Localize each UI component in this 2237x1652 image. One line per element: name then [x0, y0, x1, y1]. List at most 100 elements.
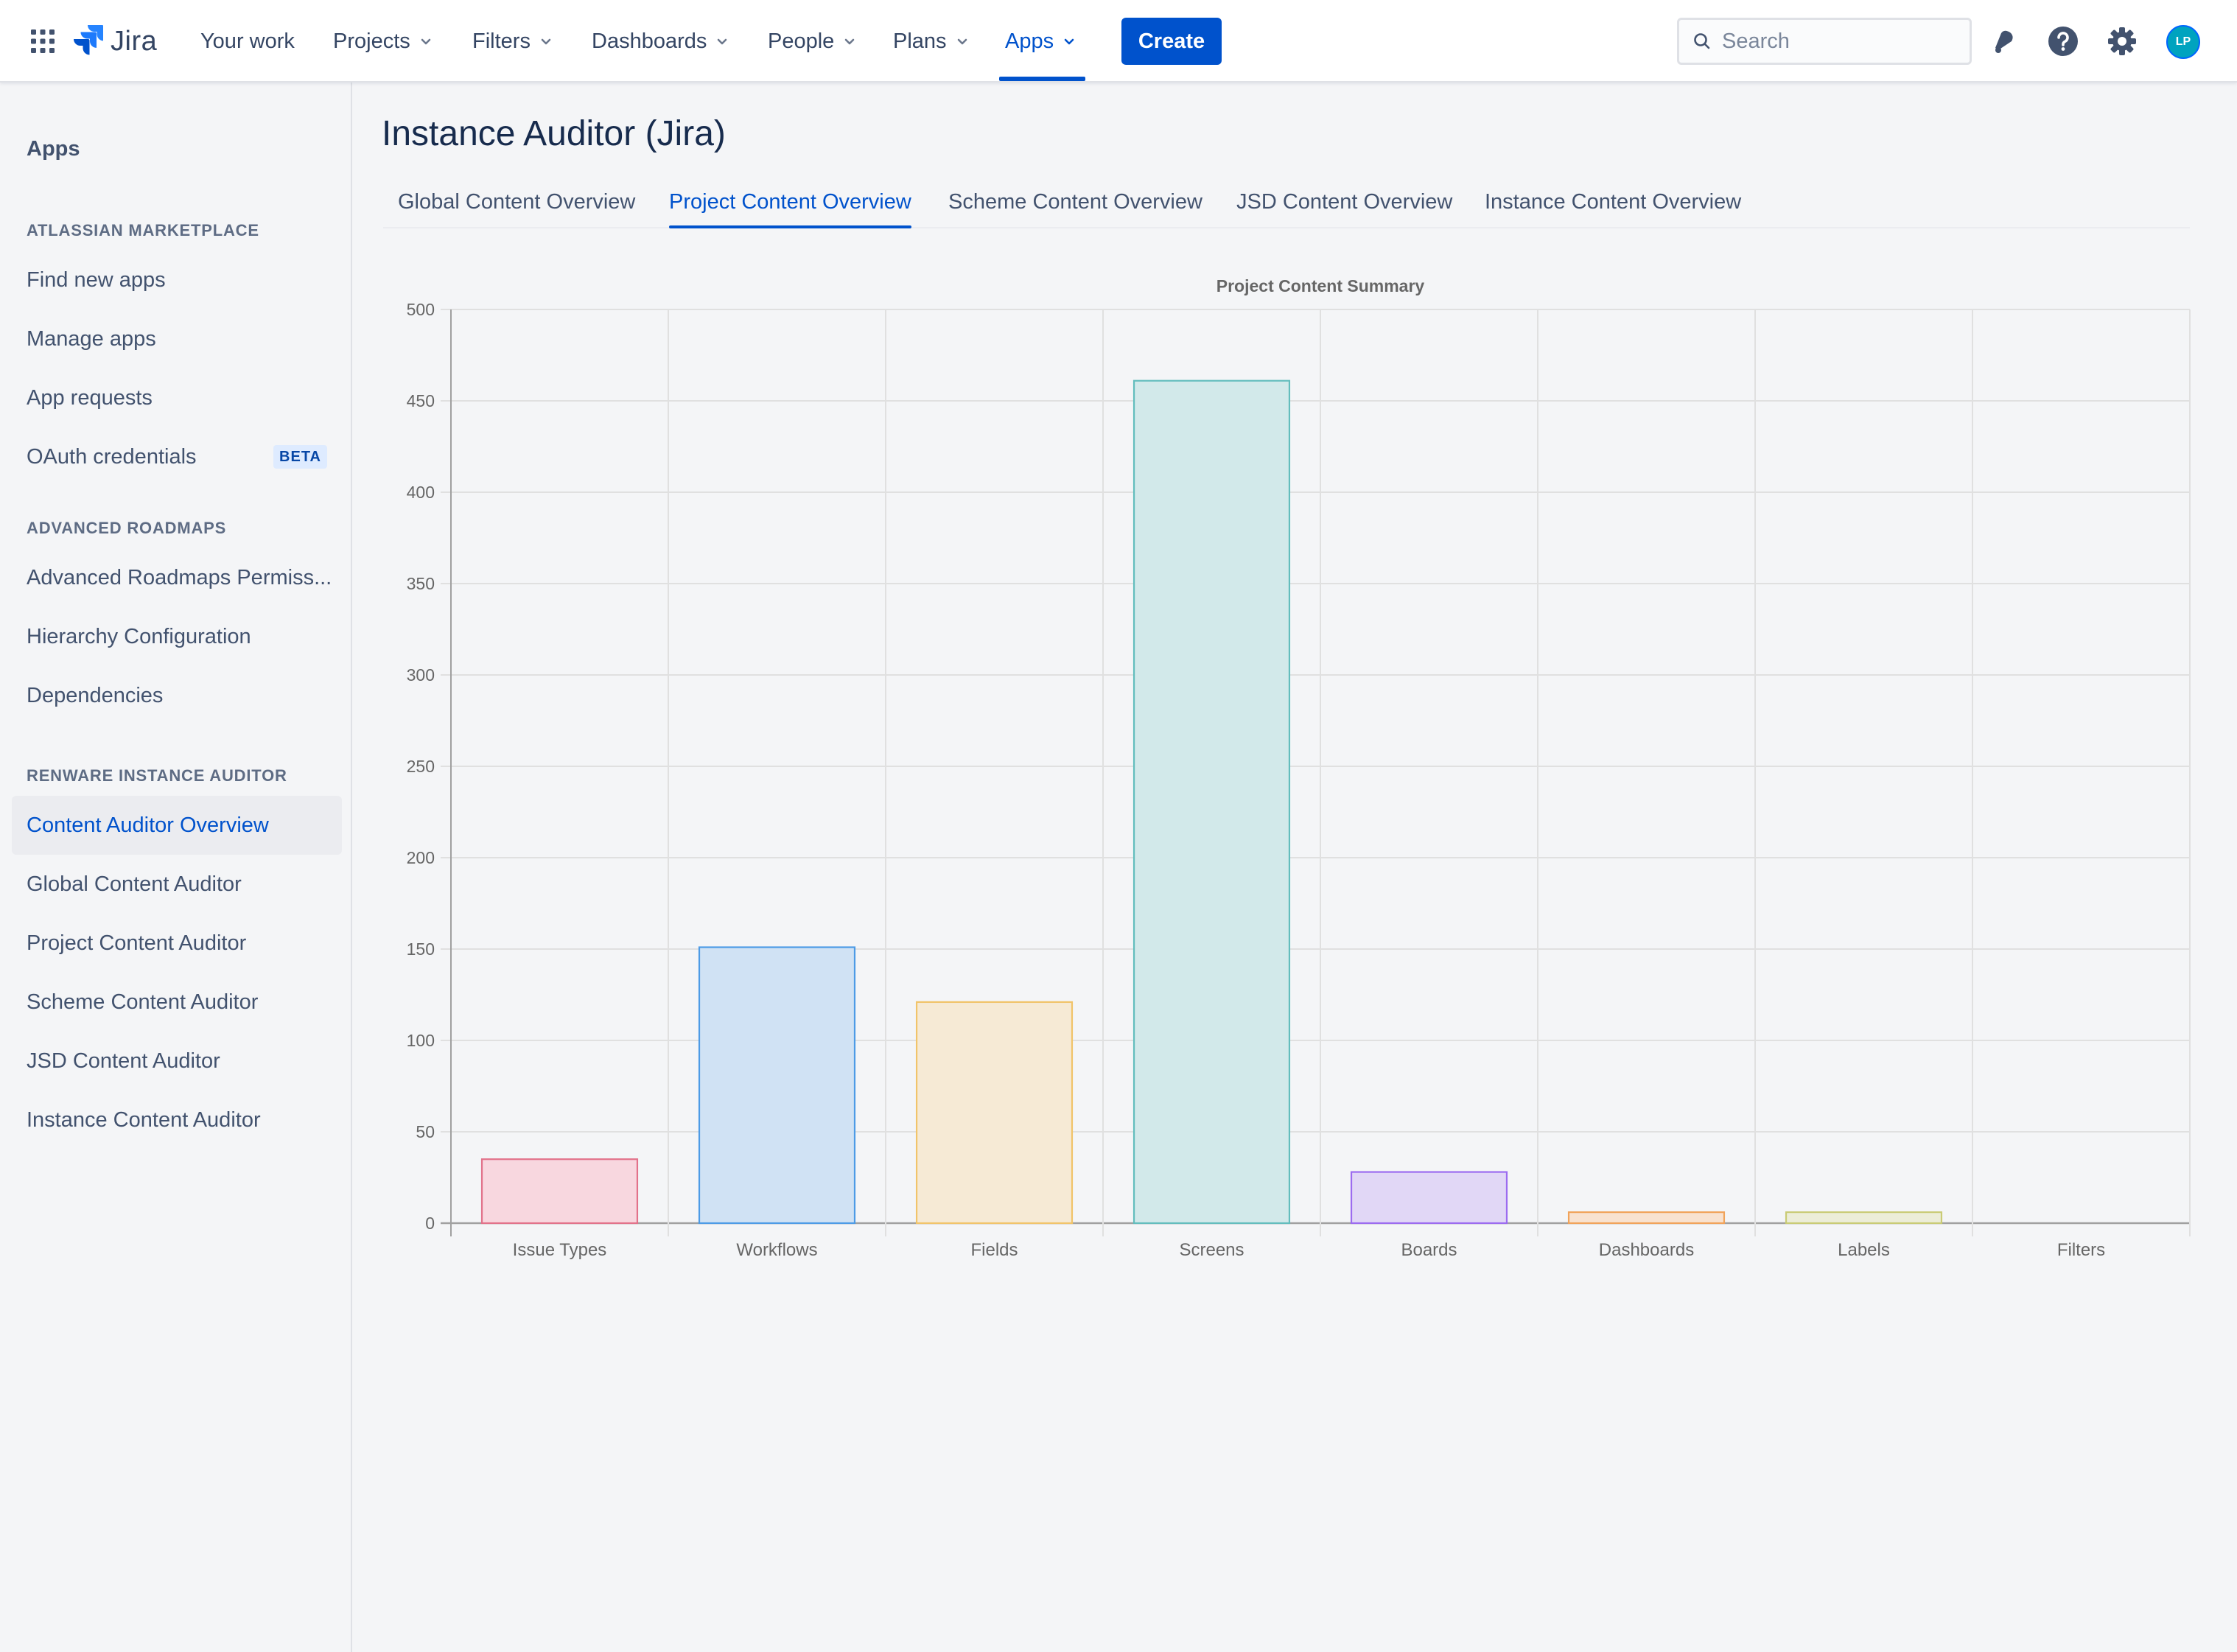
sidebar-item-label: Content Auditor Overview	[27, 813, 269, 837]
settings-icon[interactable]	[2104, 24, 2140, 59]
nav-label: Your work	[200, 29, 295, 53]
bar	[480, 1158, 639, 1225]
nav-filters[interactable]: Filters	[472, 0, 553, 83]
sidebar-item-label: Hierarchy Configuration	[27, 624, 251, 648]
sidebar-item-label: Global Content Auditor	[27, 872, 242, 896]
sidebar-item-project-content-auditor[interactable]: Project Content Auditor	[12, 914, 342, 973]
nav-label: Plans	[893, 29, 947, 53]
y-tick-label: 500	[407, 300, 435, 319]
x-tick-label: Dashboards	[1599, 1240, 1694, 1260]
chevron-down-icon	[421, 38, 431, 45]
sidebar-section-title: ATLASSIAN MARKETPLACE	[27, 221, 259, 239]
bar	[1132, 379, 1291, 1225]
sidebar-item-find-new-apps[interactable]: Find new apps	[12, 251, 342, 309]
app-switcher-icon[interactable]	[29, 28, 56, 55]
project-content-chart: Project Content Summary 0 50 100 150 200 250 30…	[383, 265, 2196, 1267]
bar	[1567, 1211, 1726, 1225]
top-navigation: Jira Your work Projects Filters Dashboar…	[0, 0, 2237, 83]
tab-project-content-overview[interactable]: Project Content Overview	[669, 190, 911, 228]
sidebar-item-label: Dependencies	[27, 683, 164, 707]
sidebar-item-label: Find new apps	[27, 267, 166, 292]
sidebar-item-label: JSD Content Auditor	[27, 1049, 220, 1073]
chevron-down-icon	[541, 38, 551, 45]
bar	[698, 946, 856, 1225]
tab-bar: Global Content Overview Project Content …	[383, 190, 2190, 228]
sidebar-section-title: RENWARE INSTANCE AUDITOR	[27, 766, 287, 785]
sidebar-item-label: Project Content Auditor	[27, 931, 247, 955]
sidebar-item-instance-content-auditor[interactable]: Instance Content Auditor	[12, 1091, 342, 1149]
y-tick-label: 100	[407, 1031, 435, 1050]
tab-global-content-overview[interactable]: Global Content Overview	[398, 190, 636, 214]
help-icon[interactable]	[2045, 24, 2081, 59]
notifications-icon[interactable]	[1986, 24, 2022, 59]
page-title: Instance Auditor (Jira)	[382, 114, 726, 153]
sidebar-item-jsd-content-auditor[interactable]: JSD Content Auditor	[12, 1032, 342, 1091]
y-tick-label: 150	[407, 939, 435, 959]
nav-dashboards[interactable]: Dashboards	[592, 0, 729, 83]
nav-projects[interactable]: Projects	[333, 0, 433, 83]
sidebar-item-manage-apps[interactable]: Manage apps	[12, 309, 342, 368]
beta-badge: BETA	[273, 445, 327, 469]
x-tick-label: Workflows	[736, 1240, 817, 1260]
jira-logo-icon	[74, 24, 104, 60]
chart-title: Project Content Summary	[1216, 276, 1425, 295]
chevron-down-icon	[718, 38, 727, 45]
sidebar-item-label: OAuth credentials	[27, 444, 197, 469]
y-tick-label: 0	[425, 1214, 435, 1233]
sidebar-item-label: Instance Content Auditor	[27, 1107, 261, 1132]
sidebar-item-label: Manage apps	[27, 326, 156, 351]
search-box[interactable]	[1677, 18, 1972, 65]
sidebar-item-global-content-auditor[interactable]: Global Content Auditor	[12, 855, 342, 914]
tab-jsd-content-overview[interactable]: JSD Content Overview	[1236, 190, 1453, 214]
bar	[1350, 1171, 1508, 1225]
sidebar-section-title: ADVANCED ROADMAPS	[27, 519, 227, 537]
sidebar-item-content-auditor-overview[interactable]: Content Auditor Overview	[12, 796, 342, 855]
sidebar-item-hierarchy-configuration[interactable]: Hierarchy Configuration	[12, 607, 342, 666]
sidebar-item-label: Scheme Content Auditor	[27, 990, 259, 1014]
sidebar: Apps ATLASSIAN MARKETPLACE Find new apps…	[0, 83, 352, 1652]
bar	[915, 1001, 1074, 1225]
chevron-down-icon	[845, 38, 855, 45]
nav-people[interactable]: People	[768, 0, 856, 83]
sidebar-item-dependencies[interactable]: Dependencies	[12, 666, 342, 725]
x-tick-label: Fields	[970, 1240, 1018, 1260]
search-icon	[1694, 33, 1710, 49]
x-tick-label: Boards	[1401, 1240, 1457, 1260]
sidebar-item-label: App requests	[27, 385, 153, 410]
x-tick-label: Filters	[2057, 1240, 2105, 1260]
x-tick-label: Screens	[1179, 1240, 1244, 1260]
y-tick-label: 200	[407, 848, 435, 867]
nav-label: Projects	[333, 29, 410, 53]
y-tick-label: 50	[416, 1122, 435, 1141]
sidebar-item-oauth-credentials[interactable]: OAuth credentials BETA	[12, 427, 342, 486]
jira-logo[interactable]: Jira	[74, 21, 157, 62]
y-tick-label: 300	[407, 665, 435, 685]
y-tick-label: 250	[407, 757, 435, 776]
sidebar-item-app-requests[interactable]: App requests	[12, 368, 342, 427]
y-tick-label: 450	[407, 391, 435, 410]
jira-logo-text: Jira	[111, 25, 158, 57]
active-nav-indicator	[999, 77, 1085, 81]
bar	[1785, 1211, 1943, 1225]
nav-label: Filters	[472, 29, 531, 53]
create-button[interactable]: Create	[1121, 18, 1222, 65]
y-tick-label: 400	[407, 483, 435, 502]
y-tick-label: 350	[407, 574, 435, 593]
sidebar-item-advanced-roadmaps-permissions[interactable]: Advanced Roadmaps Permiss...	[12, 548, 342, 607]
user-avatar[interactable]: LP	[2166, 25, 2200, 59]
sidebar-item-label: Advanced Roadmaps Permiss...	[27, 565, 332, 589]
bar-chart: Project Content Summary 0 50 100 150 200 250 30…	[407, 276, 2191, 1260]
nav-your-work[interactable]: Your work	[200, 0, 295, 83]
search-input[interactable]	[1722, 29, 1958, 54]
nav-apps[interactable]: Apps	[1005, 0, 1076, 83]
tab-instance-content-overview[interactable]: Instance Content Overview	[1485, 190, 1742, 214]
tab-scheme-content-overview[interactable]: Scheme Content Overview	[948, 190, 1202, 214]
x-tick-label: Issue Types	[513, 1240, 607, 1260]
nav-label: People	[768, 29, 835, 53]
nav-label: Dashboards	[592, 29, 707, 53]
chevron-down-icon	[1064, 38, 1074, 45]
sidebar-item-scheme-content-auditor[interactable]: Scheme Content Auditor	[12, 973, 342, 1032]
nav-plans[interactable]: Plans	[893, 0, 969, 83]
chevron-down-icon	[957, 38, 967, 45]
x-tick-label: Labels	[1838, 1240, 1890, 1260]
